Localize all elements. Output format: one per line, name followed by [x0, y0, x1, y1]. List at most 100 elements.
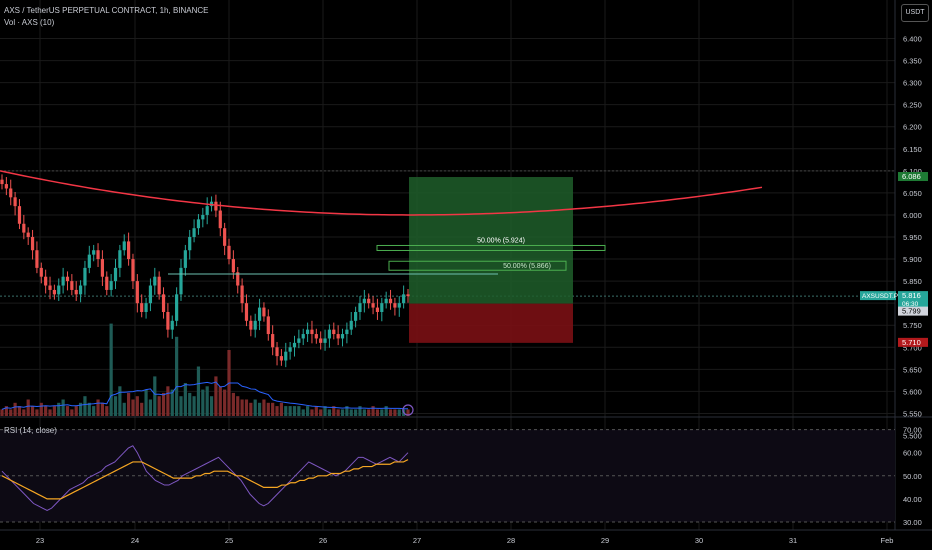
candle-body	[297, 338, 301, 343]
candle-body	[96, 250, 100, 260]
candle-body	[375, 307, 380, 312]
candle-body	[113, 267, 118, 282]
volume-bar	[61, 399, 65, 416]
volume-bar	[358, 406, 362, 416]
candle-body	[83, 267, 87, 286]
candle-body	[166, 311, 170, 330]
candle-body	[57, 285, 61, 295]
volume-bar	[140, 402, 144, 416]
price-badge	[898, 337, 928, 347]
volume-bar	[39, 402, 43, 416]
volume-bar	[65, 406, 70, 416]
candle-body	[336, 334, 340, 339]
volume-bar	[0, 409, 4, 416]
price-tick-label: 6.050	[903, 189, 922, 198]
volume-bar	[275, 406, 279, 416]
candle-body	[279, 356, 283, 361]
price-tick-label: 5.850	[903, 277, 922, 286]
volume-ma-line	[1, 381, 408, 410]
volume-bar	[214, 376, 218, 416]
volume-bar	[371, 406, 375, 416]
volume-bar	[327, 409, 332, 416]
curve-line	[0, 170, 763, 216]
volume-bar	[266, 402, 270, 416]
volume-bar	[244, 399, 249, 416]
candle-body	[170, 320, 174, 330]
candle-body	[349, 320, 353, 330]
candle-body	[310, 329, 314, 335]
volume-bar	[148, 399, 153, 416]
price-badge-label: 5.710	[902, 338, 921, 347]
price-tick-label: 6.150	[903, 145, 922, 154]
candle-body	[388, 298, 393, 304]
candle-body	[0, 179, 4, 185]
rsi-legend: RSI (14, close)	[4, 426, 57, 435]
candle-body	[244, 303, 249, 321]
price-tick-label: 5.750	[903, 321, 922, 330]
countdown-label: 06:30	[902, 301, 919, 308]
volume-bar	[249, 402, 253, 416]
price-tick-label: 6.000	[903, 211, 922, 220]
currency-button[interactable]: USDT	[901, 4, 929, 22]
volume-bar	[161, 392, 166, 416]
volume-bar	[135, 396, 139, 416]
chart-title: AXS / TetherUS PERPETUAL CONTRACT, 1h, B…	[4, 6, 209, 15]
candle-body	[74, 289, 78, 295]
volume-bar	[201, 389, 205, 416]
position-label-box-mid	[388, 260, 567, 271]
candle-body	[35, 250, 39, 268]
candle-body	[39, 267, 43, 277]
candle-body	[262, 307, 266, 317]
loss-zone	[409, 303, 573, 343]
volume-bar	[223, 389, 227, 416]
volume-bar	[153, 376, 157, 416]
volume-bar	[336, 409, 340, 416]
candle-body	[196, 219, 201, 229]
volume-bar	[349, 409, 353, 416]
candle-body	[13, 197, 17, 207]
volume-bar	[48, 409, 52, 416]
volume-bar	[78, 402, 83, 416]
candle-body	[78, 285, 83, 295]
volume-bar	[30, 406, 35, 416]
price-tick-label: 6.250	[903, 101, 922, 110]
price-badge	[898, 172, 928, 182]
candle-body	[231, 259, 235, 273]
volume-bar	[257, 402, 262, 416]
position-label-mid: 50.00% (5.866)	[503, 263, 551, 270]
candle-body	[131, 259, 135, 282]
price-badge	[898, 306, 928, 316]
symbol-badge-label: AXSUSDT.P	[862, 293, 898, 300]
candle-body	[380, 303, 384, 312]
candle-body	[148, 285, 153, 304]
volume-bar	[406, 409, 410, 416]
candle-body	[332, 329, 336, 335]
volume-group	[0, 323, 410, 416]
volume-bar	[170, 389, 174, 416]
candle-body	[183, 250, 187, 268]
price-tick-label: 6.200	[903, 123, 922, 132]
volume-bar	[388, 409, 393, 416]
volume-bar	[122, 402, 126, 416]
candle-body	[362, 298, 366, 304]
candle-body	[397, 303, 401, 308]
volume-bar	[384, 406, 388, 416]
volume-bar	[179, 396, 183, 416]
volume-bar	[13, 402, 17, 416]
volume-legend: Vol · AXS (10)	[4, 18, 55, 27]
price-tick-label: 5.600	[903, 387, 922, 396]
candle-body	[44, 276, 48, 286]
candle-body	[223, 228, 227, 246]
candle-body	[22, 223, 26, 233]
volume-bar	[9, 409, 13, 416]
volume-bar	[26, 399, 30, 416]
position-label-top: 50.00% (5.924)	[477, 237, 525, 244]
candle-body	[157, 276, 161, 295]
volume-bar	[345, 406, 349, 416]
volume-bar	[305, 406, 310, 416]
volume-bar	[175, 336, 179, 416]
candle-body	[100, 259, 105, 277]
last-price-label: 5.816	[902, 291, 921, 300]
candle-body	[105, 276, 109, 290]
